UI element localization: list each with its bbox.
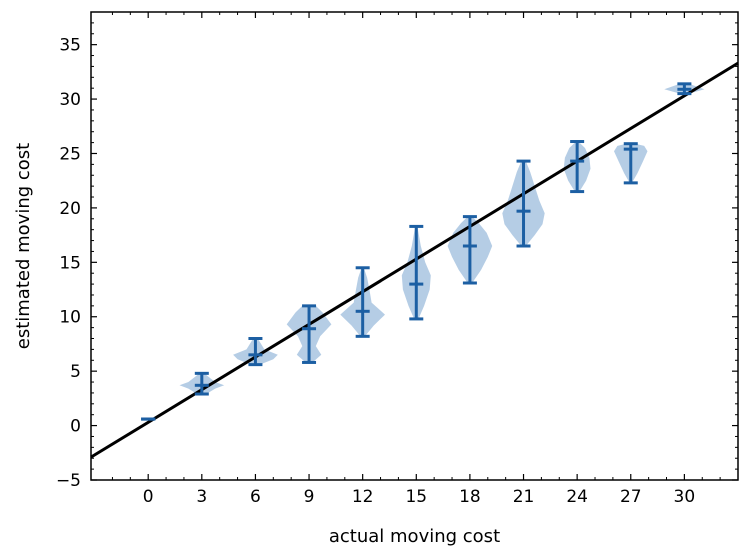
y-tick-label: 20 xyxy=(59,199,81,219)
x-axis-label: actual moving cost xyxy=(329,526,500,547)
x-tick-label: 27 xyxy=(620,487,642,507)
y-tick-label: 30 xyxy=(59,90,81,110)
x-tick-label: 0 xyxy=(143,487,154,507)
x-tick-label: 12 xyxy=(352,487,374,507)
x-tick-label: 24 xyxy=(566,487,588,507)
y-tick-label: 0 xyxy=(70,417,81,437)
y-tick-label: 25 xyxy=(59,144,81,164)
y-axis-label: estimated moving cost xyxy=(13,143,34,349)
plot-area-frame xyxy=(90,11,739,481)
y-tick-label: 10 xyxy=(59,308,81,328)
y-tick-label: 35 xyxy=(59,36,81,56)
whisker-layer xyxy=(141,82,692,421)
reference-line-layer xyxy=(90,61,739,459)
x-tick-label: 30 xyxy=(674,487,696,507)
y-tick-label: 15 xyxy=(59,253,81,273)
y-tick-label: 5 xyxy=(70,362,81,382)
x-tick-label: 18 xyxy=(459,487,481,507)
tick-layer: 0 3 6 9 12 15 18 21 24 27 30 −5 0 5 10 15 20 25 30 35 xyxy=(56,12,738,507)
x-tick-label: 15 xyxy=(405,487,427,507)
y-tick-label: −5 xyxy=(56,471,81,491)
x-tick-label: 21 xyxy=(513,487,535,507)
x-tick-label: 9 xyxy=(304,487,315,507)
x-tick-label: 3 xyxy=(196,487,207,507)
x-tick-label: 6 xyxy=(250,487,261,507)
reference-line xyxy=(90,61,739,459)
